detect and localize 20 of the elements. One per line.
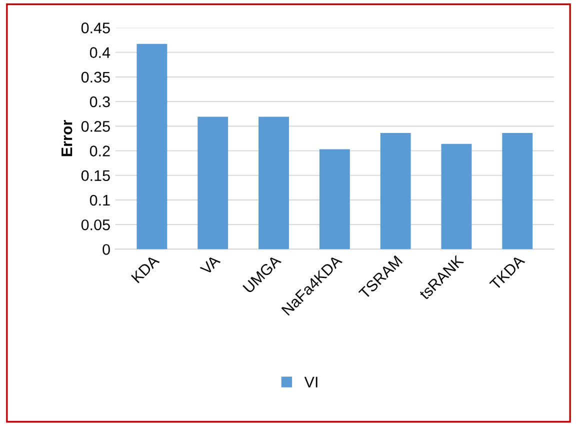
bar — [441, 144, 472, 250]
legend-label: VI — [304, 376, 318, 388]
y-tick-label: 0.25 — [81, 121, 110, 132]
bar — [380, 133, 411, 250]
x-tick-label: VA — [200, 254, 221, 276]
y-tick-label: 0 — [102, 244, 110, 255]
y-tick-label: 0.35 — [81, 72, 110, 83]
bar — [136, 44, 168, 250]
bar — [319, 149, 350, 250]
y-tick-label: 0.3 — [90, 96, 110, 108]
bar — [258, 116, 289, 250]
bar — [198, 116, 228, 250]
y-tick-label: 0.45 — [81, 22, 110, 34]
y-tick-label: 0.15 — [81, 170, 110, 182]
bar — [502, 133, 533, 250]
y-tick-label: 0.05 — [81, 219, 110, 230]
y-tick-label: 0.1 — [90, 194, 110, 206]
y-tick-label: 0.2 — [90, 146, 110, 156]
y-tick-label: 0.4 — [90, 47, 110, 58]
y-axis-title: Error — [62, 120, 72, 156]
